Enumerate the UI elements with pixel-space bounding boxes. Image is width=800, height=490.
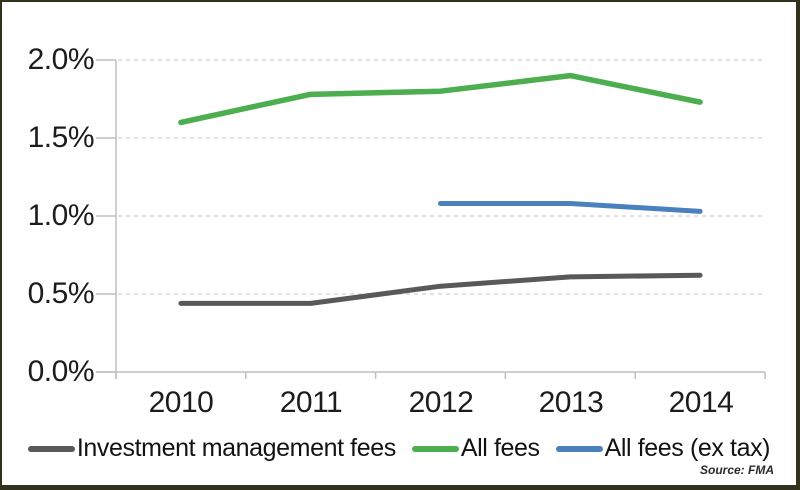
y-axis-tick-label: 1.5%	[27, 121, 95, 154]
legend-item-all-fees-ex-tax: All fees (ex tax)	[555, 434, 771, 463]
y-axis-tick-label: 0.0%	[27, 355, 95, 388]
legend-item-all-fees: All fees	[411, 434, 540, 463]
x-axis-tick-label: 2012	[408, 386, 474, 419]
legend-label: All fees (ex tax)	[604, 434, 771, 462]
legend-line-swatch-blue	[555, 445, 603, 452]
line-chart-canvas	[96, 59, 766, 379]
x-axis-tick-label: 2011	[279, 386, 343, 419]
legend-label: All fees	[460, 434, 540, 462]
legend-label: Investment management fees	[76, 434, 396, 462]
y-axis-tick-label: 2.0%	[27, 43, 95, 76]
series-line-1	[178, 72, 703, 126]
x-axis-tick-label: 2014	[668, 386, 734, 419]
series-line-0	[178, 272, 703, 306]
series-line-2	[438, 201, 703, 214]
x-axis-tick-label: 2013	[538, 386, 604, 419]
y-axis-tick-label: 0.5%	[27, 277, 95, 310]
legend-line-swatch-green	[411, 445, 459, 452]
source-attribution: Source: FMA	[699, 463, 774, 477]
y-axis-tick-label: 1.0%	[27, 199, 95, 232]
x-axis-tick-label: 2010	[148, 386, 214, 419]
legend-line-swatch-gray	[27, 445, 75, 452]
legend-item-investment-management-fees: Investment management fees	[27, 434, 396, 463]
chart-legend: Investment management fees All fees All …	[2, 434, 796, 463]
